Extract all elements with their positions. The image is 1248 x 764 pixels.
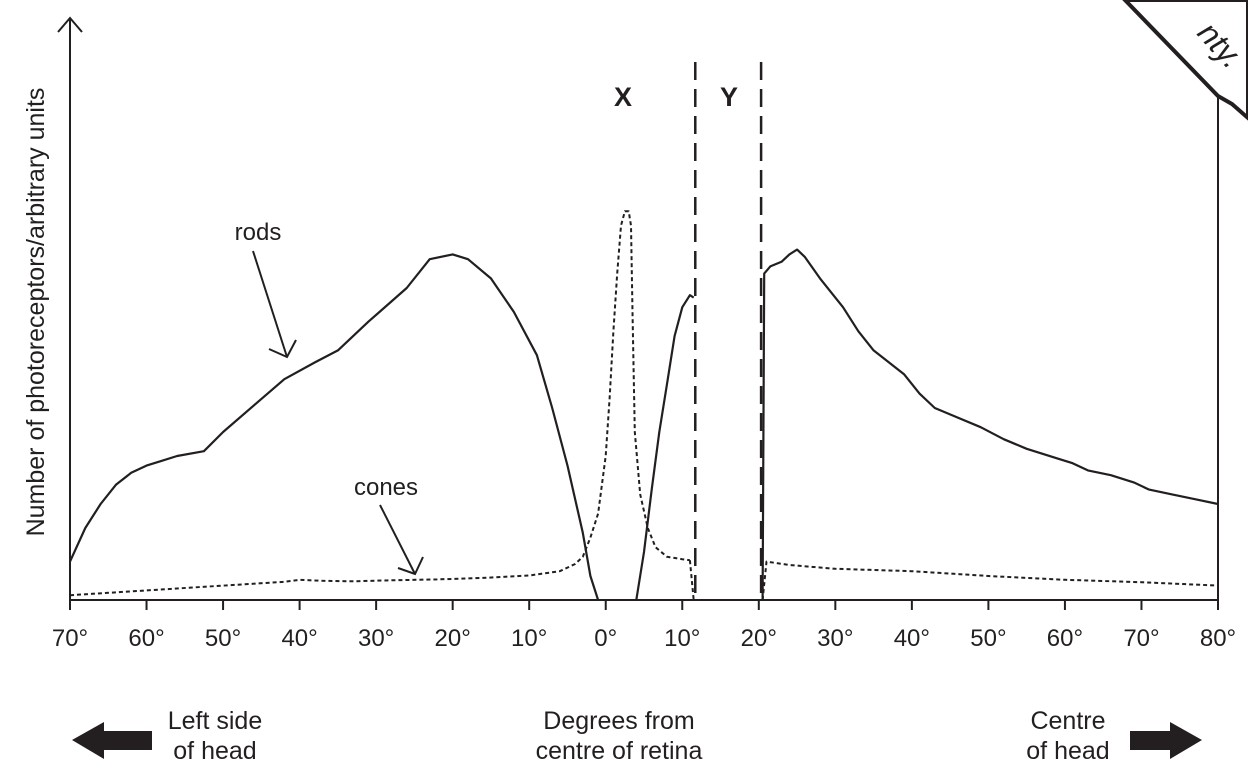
rods-series-line bbox=[635, 294, 695, 601]
x-tick-label: 20° bbox=[435, 625, 471, 652]
watermark-banner bbox=[1122, 0, 1248, 121]
rods-series-line bbox=[68, 253, 600, 601]
rods-pointer-arrowhead bbox=[268, 339, 297, 359]
x-tick-label: 20° bbox=[741, 625, 777, 652]
x-axis-label-line: centre of retina bbox=[536, 737, 703, 764]
x-axis-label-line: Degrees from bbox=[543, 707, 694, 735]
chart-plot-area bbox=[68, 62, 1219, 601]
rods-series-line bbox=[761, 248, 1219, 601]
right-caption-line: Centre bbox=[1030, 707, 1105, 735]
cones-label: cones bbox=[354, 474, 418, 501]
x-tick-label: 70° bbox=[1123, 625, 1159, 652]
chart-axes bbox=[57, 16, 1219, 601]
x-tick-label: 60° bbox=[1047, 625, 1083, 652]
cones-series-line bbox=[688, 560, 695, 601]
x-axis-ticks: 70° 60° 50° 40° 30° 20° 10° 0° 10° 20° 30° 40° 50° 60… bbox=[52, 600, 1236, 652]
cones-series-line bbox=[69, 210, 691, 597]
y-axis-label: Number of photoreceptors/arbitrary units bbox=[22, 88, 50, 537]
region-x-label: X bbox=[614, 82, 632, 112]
x-tick-label: 50° bbox=[970, 625, 1006, 652]
x-tick-label: 10° bbox=[511, 625, 547, 652]
rods-label: rods bbox=[235, 219, 282, 246]
cones-pointer-arrowhead bbox=[397, 556, 424, 576]
x-tick-label: 70° bbox=[52, 625, 88, 652]
x-tick-label: 30° bbox=[817, 625, 853, 652]
cones-pointer-line bbox=[379, 504, 416, 575]
x-tick-label: 30° bbox=[358, 625, 394, 652]
x-tick-label: 50° bbox=[205, 625, 241, 652]
x-tick-label: 60° bbox=[128, 625, 164, 652]
region-y-label: Y bbox=[720, 82, 738, 112]
y-axis-arrowhead bbox=[57, 16, 83, 33]
cones-series-line bbox=[761, 560, 1219, 601]
left-arrow-icon bbox=[72, 722, 152, 759]
left-caption-line: Left side bbox=[168, 707, 263, 735]
x-tick-label: 40° bbox=[894, 625, 930, 652]
right-arrow-icon bbox=[1130, 722, 1202, 759]
x-tick-label: 10° bbox=[664, 625, 700, 652]
x-tick-label: 0° bbox=[594, 625, 617, 652]
right-caption-line: of head bbox=[1026, 737, 1109, 764]
watermark: nty. bbox=[1122, 0, 1248, 121]
x-tick-label: 80° bbox=[1200, 625, 1236, 652]
x-tick-label: 40° bbox=[281, 625, 317, 652]
rods-pointer-line bbox=[252, 250, 288, 358]
left-caption-line: of head bbox=[173, 737, 256, 764]
